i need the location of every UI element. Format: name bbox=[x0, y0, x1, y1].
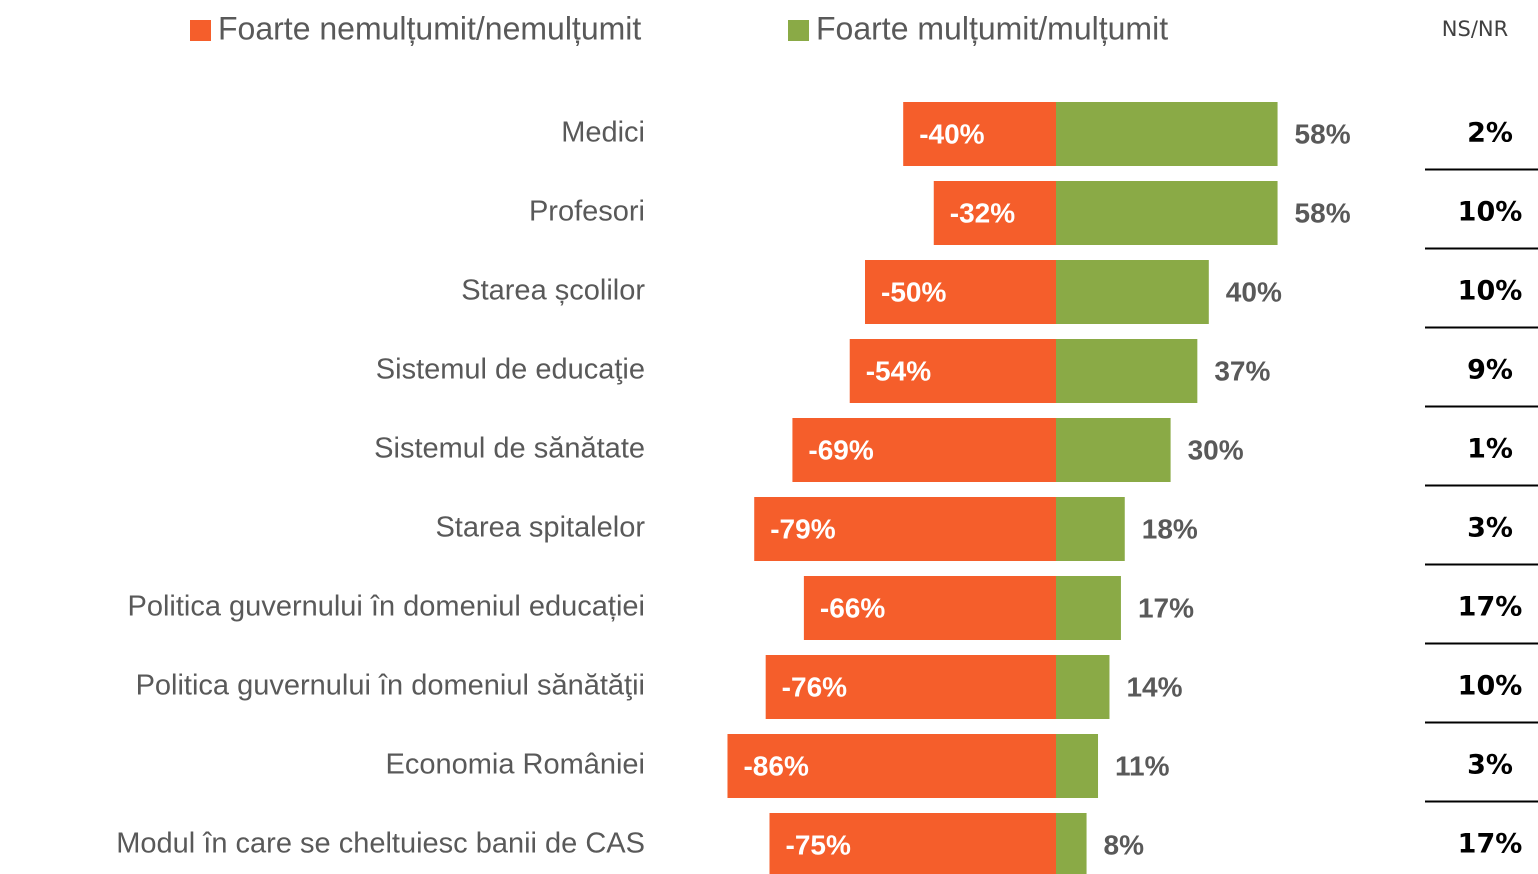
bar bbox=[765, 655, 1056, 719]
legend-label: Foarte nemulțumit/nemulțumit bbox=[218, 10, 641, 46]
data-label: -79% bbox=[770, 513, 835, 544]
category-label: Sistemul de sănătate bbox=[374, 433, 645, 465]
data-label: -50% bbox=[881, 276, 946, 307]
category-label: Modul în care se cheltuiesc banii de CAS bbox=[116, 828, 645, 860]
data-label: 37% bbox=[1214, 355, 1270, 386]
data-label: 18% bbox=[1142, 513, 1198, 544]
data-label: -76% bbox=[782, 671, 847, 702]
data-label: 40% bbox=[1226, 276, 1282, 307]
bar bbox=[849, 339, 1056, 403]
bar bbox=[1056, 339, 1198, 403]
ns-nr-value: 3% bbox=[1467, 750, 1513, 781]
bar bbox=[803, 576, 1056, 640]
bar bbox=[1056, 102, 1278, 166]
data-label: 58% bbox=[1295, 197, 1351, 228]
bar bbox=[865, 260, 1056, 324]
bar bbox=[1056, 497, 1125, 561]
category-label: Economia României bbox=[385, 749, 645, 781]
legend-label: Foarte mulțumit/mulțumit bbox=[816, 10, 1168, 46]
ns-nr-value: 10% bbox=[1458, 671, 1523, 702]
data-label: -66% bbox=[820, 592, 885, 623]
legend-swatch bbox=[788, 20, 809, 41]
category-label: Sistemul de educaţie bbox=[376, 354, 645, 386]
category-label: Politica guvernului în domeniul sănătăţi… bbox=[136, 670, 645, 702]
data-label: 11% bbox=[1115, 750, 1170, 781]
category-label: Starea școlilor bbox=[461, 275, 645, 307]
data-label: -40% bbox=[919, 118, 984, 149]
bar bbox=[1056, 813, 1087, 874]
data-label: 8% bbox=[1104, 829, 1145, 860]
ns-nr-value: 10% bbox=[1458, 276, 1523, 307]
data-label: 58% bbox=[1295, 118, 1351, 149]
bar bbox=[1056, 181, 1278, 245]
category-label: Starea spitalelor bbox=[435, 512, 645, 544]
bar bbox=[933, 181, 1056, 245]
data-label: -86% bbox=[743, 750, 808, 781]
ns-nr-value: 10% bbox=[1458, 197, 1523, 228]
ns-nr-value: 2% bbox=[1467, 118, 1513, 149]
category-label: Politica guvernului în domeniul educație… bbox=[128, 591, 645, 623]
data-label: 17% bbox=[1138, 592, 1194, 623]
bar bbox=[903, 102, 1056, 166]
bar bbox=[1056, 734, 1099, 798]
bar bbox=[1056, 576, 1121, 640]
bar bbox=[727, 734, 1056, 798]
ns-nr-value: 17% bbox=[1458, 829, 1523, 860]
bar bbox=[792, 418, 1056, 482]
bar bbox=[1056, 655, 1110, 719]
data-label: -69% bbox=[808, 434, 873, 465]
bar bbox=[769, 813, 1056, 874]
data-label: -54% bbox=[866, 355, 931, 386]
ns-nr-value: 3% bbox=[1467, 513, 1513, 544]
bar bbox=[754, 497, 1056, 561]
category-label: Medici bbox=[561, 117, 645, 149]
bar bbox=[1056, 418, 1171, 482]
bar bbox=[1056, 260, 1209, 324]
category-label: Profesori bbox=[529, 196, 645, 228]
ns-nr-value: 9% bbox=[1467, 355, 1513, 386]
data-label: 14% bbox=[1126, 671, 1182, 702]
data-label: -32% bbox=[950, 197, 1015, 228]
ns-nr-value: 17% bbox=[1458, 592, 1523, 623]
legend-swatch bbox=[190, 20, 211, 41]
ns-nr-header: NS/NR bbox=[1442, 17, 1508, 41]
data-label: 30% bbox=[1188, 434, 1244, 465]
ns-nr-value: 1% bbox=[1467, 434, 1513, 465]
data-label: -75% bbox=[786, 829, 851, 860]
